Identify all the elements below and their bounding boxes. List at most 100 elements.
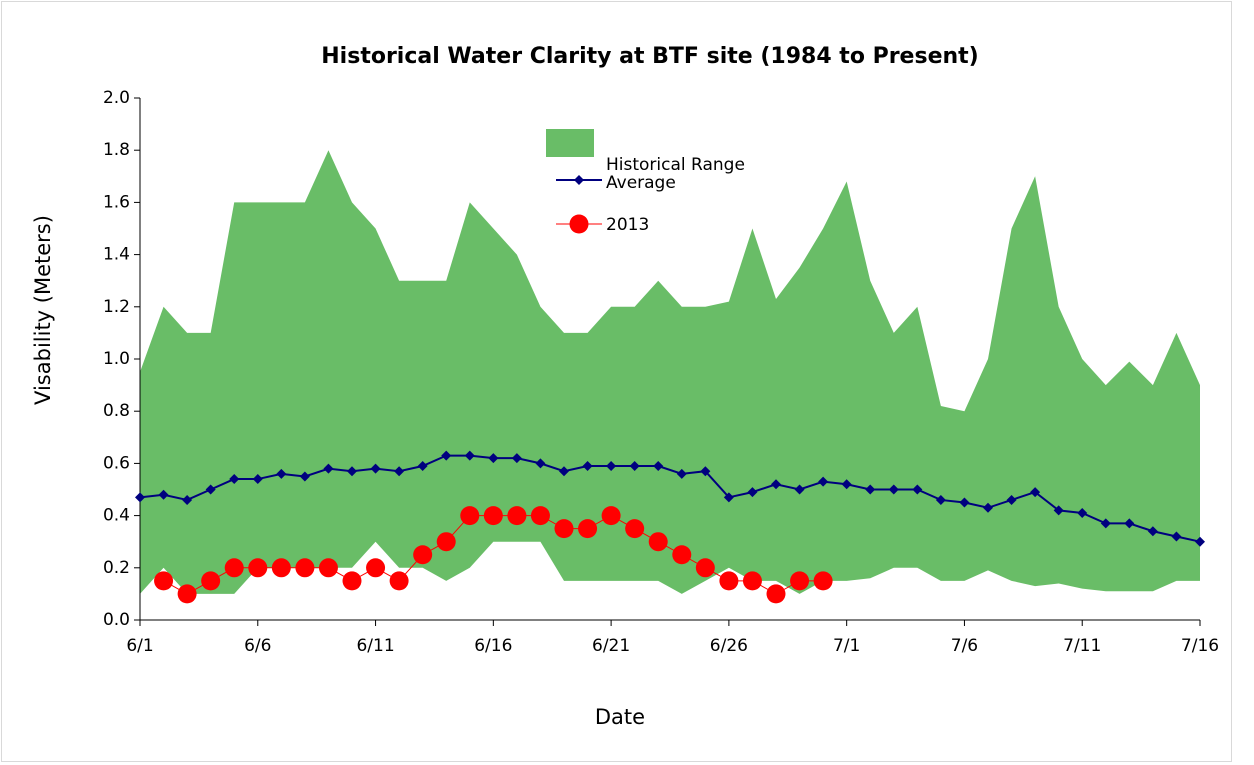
point xyxy=(700,466,711,477)
point xyxy=(511,453,522,464)
x-tick-label: 7/16 xyxy=(1181,636,1219,656)
point xyxy=(1030,487,1041,498)
legend-label: Average xyxy=(606,173,676,193)
point xyxy=(865,484,876,495)
legend-marker xyxy=(574,175,584,185)
point xyxy=(1195,536,1205,547)
point xyxy=(295,558,315,578)
point xyxy=(299,471,310,482)
x-tick-label: 6/26 xyxy=(710,636,748,656)
point xyxy=(1077,507,1088,518)
point xyxy=(771,479,781,490)
point xyxy=(601,506,621,526)
point xyxy=(841,479,852,490)
point xyxy=(653,461,664,472)
x-axis-title: Date xyxy=(595,705,645,729)
point xyxy=(417,461,428,472)
point xyxy=(252,474,263,485)
point xyxy=(1006,494,1017,505)
point xyxy=(460,506,480,526)
point xyxy=(229,474,240,485)
point xyxy=(413,545,433,565)
point xyxy=(224,558,244,578)
point xyxy=(629,461,640,472)
point xyxy=(1053,505,1064,516)
point xyxy=(182,494,193,505)
point xyxy=(135,492,145,503)
point xyxy=(766,584,786,604)
point xyxy=(389,571,409,591)
point xyxy=(554,519,574,539)
legend-label: 2013 xyxy=(606,215,649,235)
point xyxy=(342,571,362,591)
point xyxy=(648,532,668,552)
point xyxy=(559,466,569,477)
x-tick-label: 7/1 xyxy=(833,636,860,656)
y-tick-label: 0.6 xyxy=(103,453,130,473)
point xyxy=(441,450,452,461)
y-tick-label: 0.4 xyxy=(103,506,130,526)
point xyxy=(1171,531,1182,542)
point xyxy=(813,571,833,591)
point xyxy=(719,571,739,591)
point xyxy=(578,519,598,539)
y-tick-label: 2.0 xyxy=(103,88,130,108)
legend-label: Historical Range xyxy=(606,155,745,175)
point xyxy=(530,506,550,526)
y-axis-title: Visability (Meters) xyxy=(31,215,55,405)
range-area xyxy=(140,150,1200,594)
point xyxy=(276,468,287,479)
point xyxy=(983,502,993,513)
point xyxy=(935,494,946,505)
point xyxy=(154,571,174,591)
point xyxy=(205,484,216,495)
point xyxy=(606,461,617,472)
point xyxy=(347,466,357,477)
point xyxy=(271,558,291,578)
point xyxy=(436,532,456,552)
x-tick-label: 7/6 xyxy=(951,636,978,656)
point xyxy=(888,484,899,495)
point xyxy=(158,489,169,500)
x-tick-label: 6/16 xyxy=(474,636,512,656)
point xyxy=(535,458,546,469)
x-tick-label: 6/6 xyxy=(244,636,271,656)
point xyxy=(488,453,499,464)
point xyxy=(366,558,386,578)
legend-marker xyxy=(569,214,589,234)
point xyxy=(912,484,923,495)
point xyxy=(1100,518,1111,529)
x-tick-label: 6/1 xyxy=(126,636,153,656)
point xyxy=(1124,518,1135,529)
y-tick-label: 1.0 xyxy=(103,349,130,369)
point xyxy=(177,584,197,604)
point xyxy=(201,571,221,591)
point xyxy=(248,558,268,578)
point xyxy=(818,476,829,487)
point xyxy=(790,571,810,591)
y-tick-label: 1.4 xyxy=(103,245,130,265)
point xyxy=(747,487,758,498)
point xyxy=(507,506,527,526)
point xyxy=(464,450,475,461)
y-tick-label: 0.8 xyxy=(103,401,130,421)
y-tick-label: 1.8 xyxy=(103,140,130,160)
y-tick-label: 1.6 xyxy=(103,192,130,212)
x-tick-label: 6/11 xyxy=(356,636,394,656)
x-tick-label: 7/11 xyxy=(1063,636,1101,656)
point xyxy=(742,571,762,591)
point xyxy=(323,463,334,474)
point xyxy=(370,463,381,474)
point xyxy=(695,558,715,578)
x-tick-label: 6/21 xyxy=(592,636,630,656)
point xyxy=(483,506,503,526)
point xyxy=(959,497,970,508)
point xyxy=(1147,526,1158,537)
point xyxy=(625,519,645,539)
legend-swatch xyxy=(546,129,594,157)
series-line xyxy=(139,454,1201,543)
point xyxy=(394,466,405,477)
point xyxy=(318,558,338,578)
point xyxy=(794,484,805,495)
